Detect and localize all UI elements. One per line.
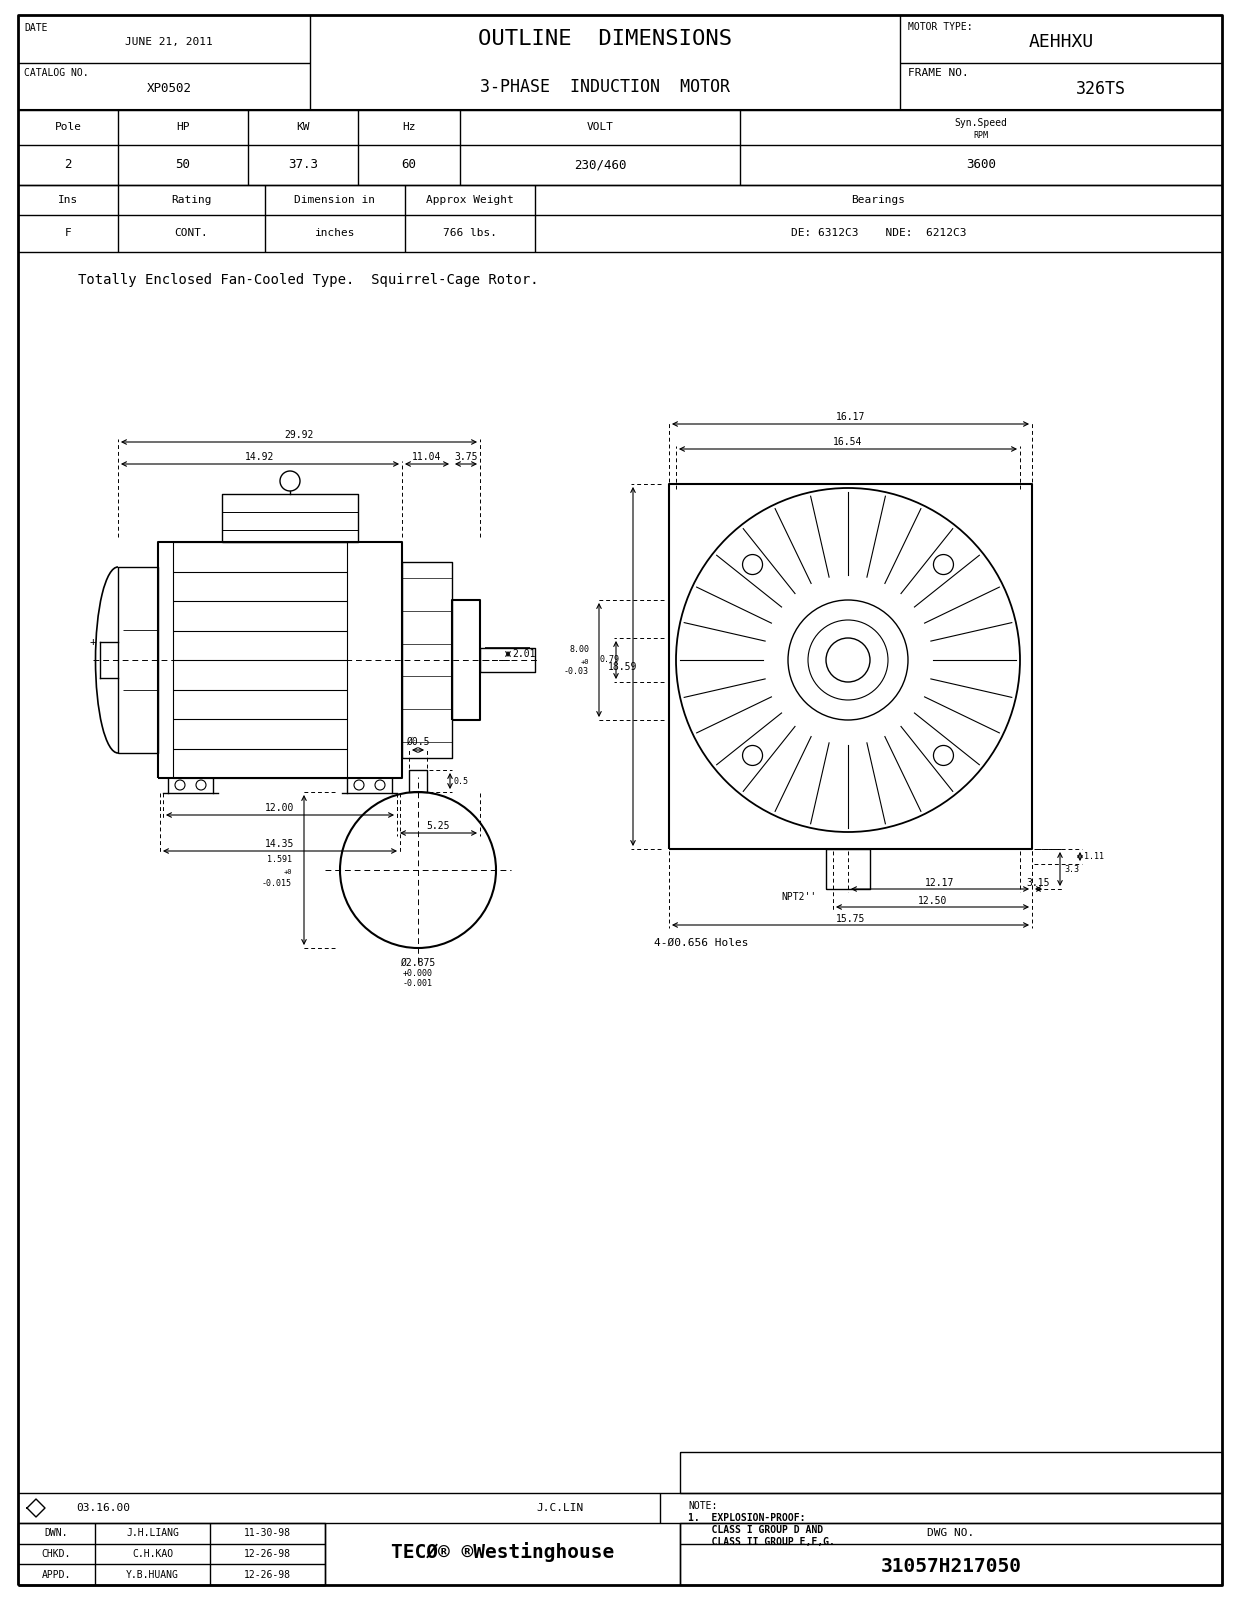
Text: -0.001: -0.001 xyxy=(403,979,433,989)
Text: -0.03: -0.03 xyxy=(564,667,589,677)
Text: +0: +0 xyxy=(283,869,292,875)
Text: 12.50: 12.50 xyxy=(918,896,948,906)
Text: -0.015: -0.015 xyxy=(262,878,292,888)
Text: NPT2'': NPT2'' xyxy=(781,893,816,902)
Text: 3.75: 3.75 xyxy=(454,451,477,462)
Text: +: + xyxy=(89,637,96,646)
Text: 12.00: 12.00 xyxy=(265,803,294,813)
Text: 230/460: 230/460 xyxy=(574,158,626,171)
Text: DWG NO.: DWG NO. xyxy=(928,1528,975,1538)
Text: 326TS: 326TS xyxy=(1076,80,1126,98)
Text: 29.92: 29.92 xyxy=(285,430,314,440)
Text: 14.92: 14.92 xyxy=(245,451,275,462)
Text: Ins: Ins xyxy=(58,195,78,205)
Text: J.H.LIANG: J.H.LIANG xyxy=(126,1528,179,1538)
Text: KW: KW xyxy=(296,123,309,133)
Text: 16.17: 16.17 xyxy=(836,411,865,422)
Text: inches: inches xyxy=(314,229,355,238)
Text: Pole: Pole xyxy=(54,123,82,133)
Text: 15.75: 15.75 xyxy=(836,914,865,925)
Text: OUTLINE  DIMENSIONS: OUTLINE DIMENSIONS xyxy=(477,29,732,50)
Text: XP0502: XP0502 xyxy=(146,82,192,94)
Text: 12.17: 12.17 xyxy=(925,878,955,888)
Text: 2.01: 2.01 xyxy=(512,650,536,659)
Text: Ø2.875: Ø2.875 xyxy=(401,958,435,968)
Text: NOTE:: NOTE: xyxy=(688,1501,717,1510)
Text: 3600: 3600 xyxy=(966,158,996,171)
Text: CLASS I GROUP D AND: CLASS I GROUP D AND xyxy=(688,1525,823,1534)
Text: C.H.KAO: C.H.KAO xyxy=(132,1549,173,1558)
Text: 3-PHASE  INDUCTION  MOTOR: 3-PHASE INDUCTION MOTOR xyxy=(480,77,730,96)
Text: 2: 2 xyxy=(64,158,72,171)
Text: 31057H217050: 31057H217050 xyxy=(881,1557,1022,1576)
Text: 11-30-98: 11-30-98 xyxy=(244,1528,291,1538)
Text: CLASS II GROUP E,F,G.: CLASS II GROUP E,F,G. xyxy=(688,1538,835,1547)
Text: 766 lbs.: 766 lbs. xyxy=(443,229,497,238)
Text: 50: 50 xyxy=(176,158,190,171)
Text: 0.79: 0.79 xyxy=(600,656,620,664)
Text: Rating: Rating xyxy=(171,195,212,205)
Text: 5.25: 5.25 xyxy=(427,821,450,830)
Text: VOLT: VOLT xyxy=(586,123,614,133)
Text: +0: +0 xyxy=(580,659,589,666)
Text: 12-26-98: 12-26-98 xyxy=(244,1549,291,1558)
Text: DWN.: DWN. xyxy=(45,1528,68,1538)
Text: APPD.: APPD. xyxy=(42,1570,72,1579)
Text: Approx Weight: Approx Weight xyxy=(426,195,513,205)
Text: 0.5: 0.5 xyxy=(454,776,469,786)
Text: 1.591: 1.591 xyxy=(267,856,292,864)
Text: DE: 6312C3    NDE:  6212C3: DE: 6312C3 NDE: 6212C3 xyxy=(790,229,966,238)
Text: 03.16.00: 03.16.00 xyxy=(75,1502,130,1514)
Text: Totally Enclosed Fan-Cooled Type.  Squirrel-Cage Rotor.: Totally Enclosed Fan-Cooled Type. Squirr… xyxy=(78,274,538,286)
Text: 14.35: 14.35 xyxy=(265,838,294,850)
Text: 37.3: 37.3 xyxy=(288,158,318,171)
Text: 11.04: 11.04 xyxy=(412,451,442,462)
Text: DATE: DATE xyxy=(24,22,47,34)
Text: TECØ® ®Westinghouse: TECØ® ®Westinghouse xyxy=(391,1542,614,1562)
Text: 3.3: 3.3 xyxy=(1064,864,1079,874)
Text: 18.59: 18.59 xyxy=(607,661,637,672)
Text: Syn.Speed: Syn.Speed xyxy=(955,118,1007,128)
Text: J.C.LIN: J.C.LIN xyxy=(537,1502,584,1514)
Text: CONT.: CONT. xyxy=(174,229,208,238)
Text: Y.B.HUANG: Y.B.HUANG xyxy=(126,1570,179,1579)
Text: Hz: Hz xyxy=(402,123,416,133)
Text: 8.00: 8.00 xyxy=(569,645,589,654)
Text: Ø0.5: Ø0.5 xyxy=(406,738,429,747)
Text: MOTOR TYPE:: MOTOR TYPE: xyxy=(908,22,972,32)
Text: 12-26-98: 12-26-98 xyxy=(244,1570,291,1579)
Text: RPM: RPM xyxy=(974,131,988,139)
Text: F: F xyxy=(64,229,72,238)
Text: HP: HP xyxy=(176,123,189,133)
Text: 4-Ø0.656 Holes: 4-Ø0.656 Holes xyxy=(654,938,748,947)
Text: AEHHXU: AEHHXU xyxy=(1028,34,1094,51)
Text: CHKD.: CHKD. xyxy=(42,1549,72,1558)
Text: Bearings: Bearings xyxy=(851,195,905,205)
Text: 1.  EXPLOSION-PROOF:: 1. EXPLOSION-PROOF: xyxy=(688,1514,805,1523)
Text: 1.11: 1.11 xyxy=(1084,851,1103,861)
Text: JUNE 21, 2011: JUNE 21, 2011 xyxy=(125,37,213,46)
Text: FRAME NO.: FRAME NO. xyxy=(908,67,969,78)
Text: 60: 60 xyxy=(402,158,417,171)
Text: CATALOG NO.: CATALOG NO. xyxy=(24,67,89,78)
Text: +0.000: +0.000 xyxy=(403,970,433,979)
Text: 16.54: 16.54 xyxy=(834,437,862,446)
Text: Dimension in: Dimension in xyxy=(294,195,376,205)
Text: 3.15: 3.15 xyxy=(1027,878,1050,888)
